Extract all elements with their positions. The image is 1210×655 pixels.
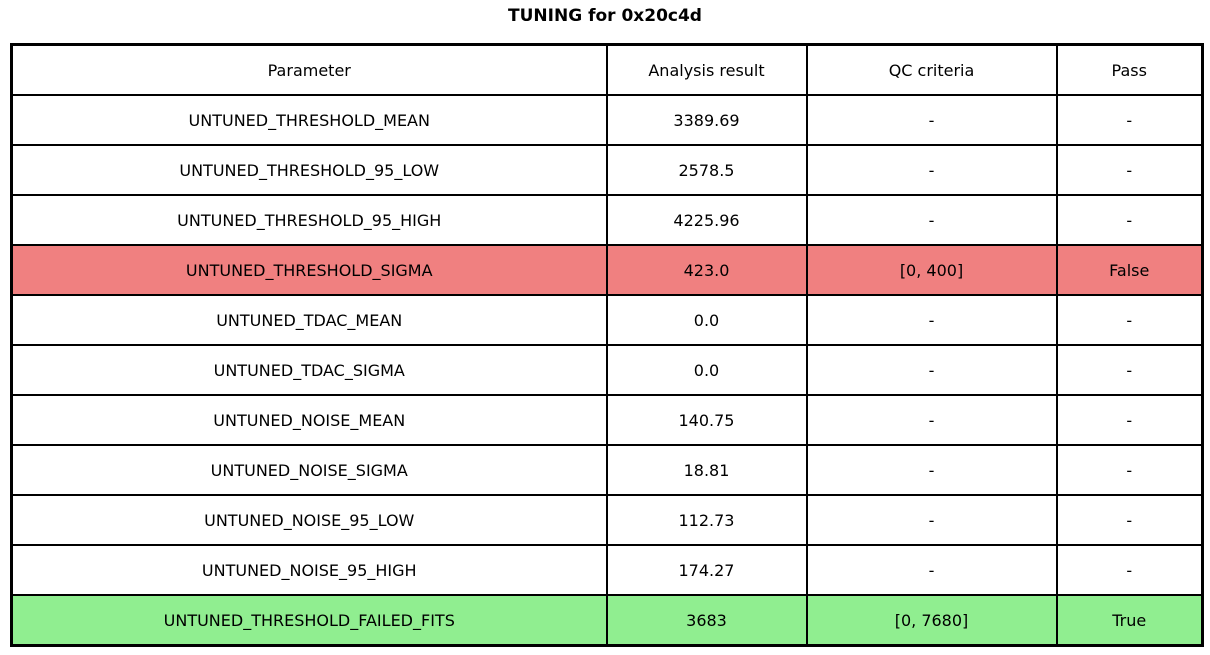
cell-pass: - xyxy=(1055,444,1204,496)
cell-analysis-result: 18.81 xyxy=(605,444,808,496)
table-row: UNTUNED_THRESHOLD_95_HIGH 4225.96- - xyxy=(10,194,1204,246)
cell-pass: - xyxy=(1055,344,1204,396)
cell-parameter: UNTUNED_THRESHOLD_95_HIGH xyxy=(10,194,608,246)
table-row: UNTUNED_NOISE_95_HIGH 174.27- - xyxy=(10,544,1204,596)
cell-analysis-result: 2578.5 xyxy=(605,144,808,196)
cell-parameter: UNTUNED_THRESHOLD_SIGMA xyxy=(10,244,608,296)
cell-analysis-result: 174.27 xyxy=(605,544,808,596)
table-row: UNTUNED_TDAC_MEAN 0.0- - xyxy=(10,294,1204,346)
cell-qc-criteria: [0, 400] xyxy=(805,244,1058,296)
cell-analysis-result: 4225.96 xyxy=(605,194,808,246)
cell-analysis-result: 3389.69 xyxy=(605,94,808,146)
cell-pass: - xyxy=(1055,194,1204,246)
cell-parameter: UNTUNED_TDAC_SIGMA xyxy=(10,344,608,396)
tuning-results-table: Parameter Analysis result QC criteria Pa… xyxy=(10,43,1204,647)
cell-parameter: UNTUNED_NOISE_95_LOW xyxy=(10,494,608,546)
column-header-pass: Pass xyxy=(1055,43,1204,96)
cell-pass: - xyxy=(1055,544,1204,596)
cell-pass: - xyxy=(1055,394,1204,446)
table-row: UNTUNED_TDAC_SIGMA 0.0- - xyxy=(10,344,1204,396)
cell-parameter: UNTUNED_THRESHOLD_FAILED_FITS xyxy=(10,594,608,647)
cell-qc-criteria: - xyxy=(805,294,1058,346)
column-header-qc-criteria: QC criteria xyxy=(805,43,1058,96)
cell-pass: False xyxy=(1055,244,1204,296)
table-row: UNTUNED_THRESHOLD_SIGMA 423.0 [0, 400] Fals… xyxy=(10,244,1204,296)
column-header-analysis-result: Analysis result xyxy=(605,43,808,96)
header-row: Parameter Analysis result QC criteria Pa… xyxy=(10,43,1204,96)
cell-qc-criteria: - xyxy=(805,444,1058,496)
cell-analysis-result: 423.0 xyxy=(605,244,808,296)
cell-analysis-result: 140.75 xyxy=(605,394,808,446)
cell-qc-criteria: - xyxy=(805,344,1058,396)
table-row: UNTUNED_THRESHOLD_95_LOW 2578.5- - xyxy=(10,144,1204,196)
cell-qc-criteria: - xyxy=(805,494,1058,546)
cell-pass: - xyxy=(1055,494,1204,546)
cell-parameter: UNTUNED_NOISE_MEAN xyxy=(10,394,608,446)
cell-parameter: UNTUNED_THRESHOLD_95_LOW xyxy=(10,144,608,196)
cell-pass: - xyxy=(1055,94,1204,146)
table-row: UNTUNED_NOISE_MEAN 140.75- - xyxy=(10,394,1204,446)
cell-qc-criteria: - xyxy=(805,544,1058,596)
table-row: UNTUNED_THRESHOLD_MEAN 3389.69- - xyxy=(10,94,1204,146)
table-row: UNTUNED_NOISE_SIGMA 18.81- - xyxy=(10,444,1204,496)
cell-pass: - xyxy=(1055,144,1204,196)
cell-qc-criteria: - xyxy=(805,94,1058,146)
cell-analysis-result: 0.0 xyxy=(605,294,808,346)
cell-parameter: UNTUNED_NOISE_95_HIGH xyxy=(10,544,608,596)
cell-analysis-result: 0.0 xyxy=(605,344,808,396)
page-title: TUNING for 0x20c4d xyxy=(508,6,702,26)
cell-parameter: UNTUNED_NOISE_SIGMA xyxy=(10,444,608,496)
cell-qc-criteria: - xyxy=(805,144,1058,196)
cell-qc-criteria: - xyxy=(805,394,1058,446)
cell-parameter: UNTUNED_THRESHOLD_MEAN xyxy=(10,94,608,146)
table-body: UNTUNED_THRESHOLD_MEAN 3389.69- - UNTUNED_T… xyxy=(10,94,1204,647)
column-header-parameter: Parameter xyxy=(10,43,608,96)
table-row: UNTUNED_NOISE_95_LOW 112.73- - xyxy=(10,494,1204,546)
cell-parameter: UNTUNED_TDAC_MEAN xyxy=(10,294,608,346)
cell-pass: True xyxy=(1055,594,1204,647)
table-row: UNTUNED_THRESHOLD_FAILED_FITS 3683 [0, 768… xyxy=(10,594,1204,647)
cell-pass: - xyxy=(1055,294,1204,346)
cell-analysis-result: 112.73 xyxy=(605,494,808,546)
cell-qc-criteria: [0, 7680] xyxy=(805,594,1058,647)
cell-analysis-result: 3683 xyxy=(605,594,808,647)
cell-qc-criteria: - xyxy=(805,194,1058,246)
